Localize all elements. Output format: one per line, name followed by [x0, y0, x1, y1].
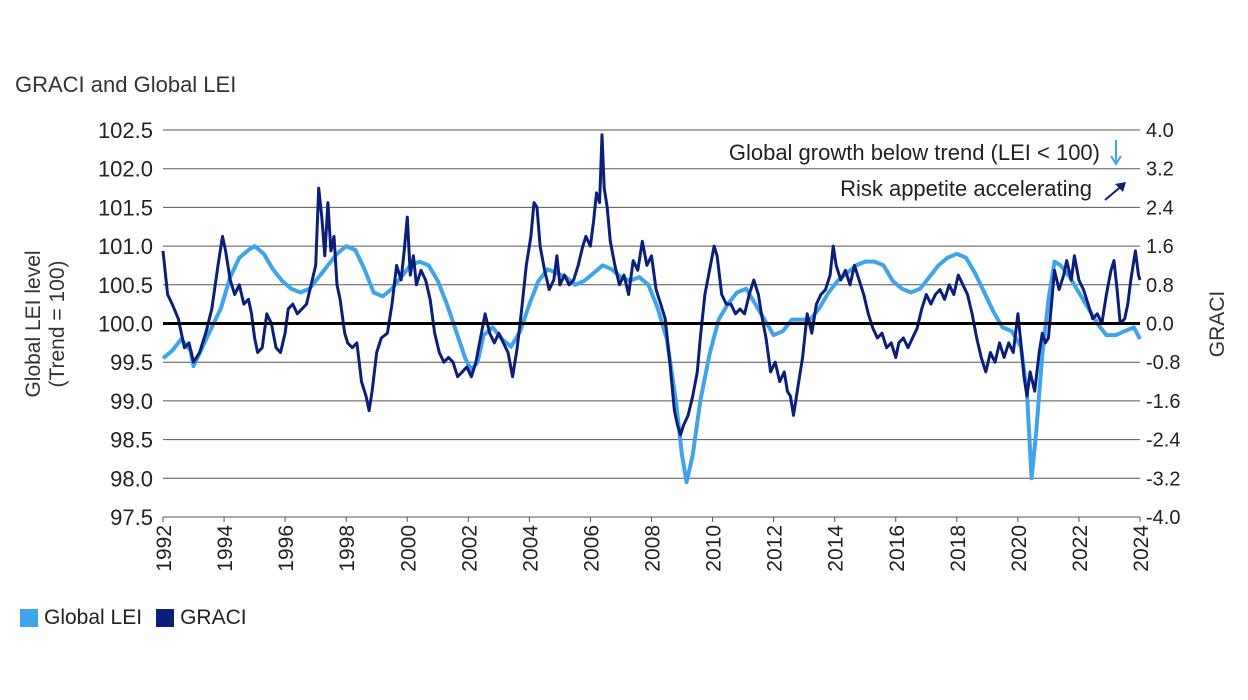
x-tick-label: 2000	[397, 525, 420, 572]
y-right-tick-label: 1.6	[1146, 236, 1174, 258]
legend-label-graci: GRACI	[180, 606, 247, 629]
chart-legend: Global LEI GRACI	[20, 606, 261, 630]
x-tick-label: 2012	[764, 525, 787, 572]
x-tick-label: 2024	[1130, 525, 1153, 572]
legend-swatch-global-lei	[20, 609, 38, 627]
y-left-axis-label: Global LEI level	[22, 250, 45, 397]
x-tick-label: 2018	[947, 525, 970, 572]
legend-label-global-lei: Global LEI	[44, 606, 143, 629]
x-tick-label: 1996	[275, 525, 298, 572]
x-tick-label: 1998	[336, 525, 359, 572]
y-left-tick-label: 98.5	[110, 428, 153, 453]
y-left-axis-label: (Trend = 100)	[46, 260, 69, 387]
y-right-tick-label: -3.2	[1146, 468, 1180, 490]
legend-swatch-graci	[156, 609, 175, 627]
x-tick-label: 1992	[153, 525, 176, 572]
y-left-tick-label: 102.0	[98, 157, 153, 182]
y-left-tick-label: 100.5	[98, 273, 153, 298]
x-tick-label: 2016	[886, 525, 909, 572]
x-tick-label: 2014	[825, 525, 848, 572]
annotation-background	[778, 175, 1100, 203]
x-tick-label: 1994	[214, 525, 237, 572]
y-right-tick-label: 0.0	[1146, 314, 1174, 336]
annotation-text: Risk appetite accelerating	[840, 176, 1092, 201]
up-right-arrow-head-icon	[1115, 182, 1126, 192]
x-tick-label: 2020	[1008, 525, 1031, 572]
x-tick-label: 2002	[458, 525, 481, 572]
x-tick-label: 2010	[703, 525, 726, 572]
y-right-axis-label: GRACI	[1206, 291, 1229, 358]
y-left-tick-label: 100.0	[98, 312, 153, 337]
y-left-tick-label: 97.5	[110, 505, 153, 530]
y-right-tick-label: 4.0	[1146, 120, 1174, 142]
y-left-tick-label: 99.5	[110, 350, 153, 375]
y-left-tick-label: 98.0	[110, 466, 153, 491]
y-right-tick-label: 0.8	[1146, 275, 1174, 297]
y-left-tick-label: 99.0	[110, 389, 153, 414]
x-tick-label: 2022	[1069, 525, 1092, 572]
y-left-tick-label: 101.0	[98, 234, 153, 259]
y-left-tick-label: 101.5	[98, 195, 153, 220]
x-tick-label: 2004	[519, 525, 542, 572]
x-tick-label: 2008	[642, 525, 665, 572]
down-arrow-head-icon	[1110, 155, 1122, 166]
annotation-text: Global growth below trend (LEI < 100)	[729, 140, 1100, 165]
series-line-global-lei	[161, 244, 1142, 485]
annotation-background	[648, 138, 1108, 166]
y-left-tick-label: 102.5	[98, 118, 153, 143]
chart-title: GRACI and Global LEI	[15, 72, 237, 97]
x-tick-label: 2006	[580, 525, 603, 572]
legend-item-global-lei: Global LEI	[20, 606, 142, 630]
y-right-tick-label: -2.4	[1146, 430, 1180, 452]
y-right-tick-label: -4.0	[1146, 507, 1180, 529]
y-right-tick-label: -1.6	[1146, 391, 1180, 413]
y-right-tick-label: 3.2	[1146, 159, 1174, 181]
series-line-graci	[161, 133, 1142, 437]
legend-item-graci: GRACI	[156, 606, 247, 630]
y-right-tick-label: 2.4	[1146, 197, 1174, 219]
y-right-tick-label: -0.8	[1146, 352, 1180, 374]
